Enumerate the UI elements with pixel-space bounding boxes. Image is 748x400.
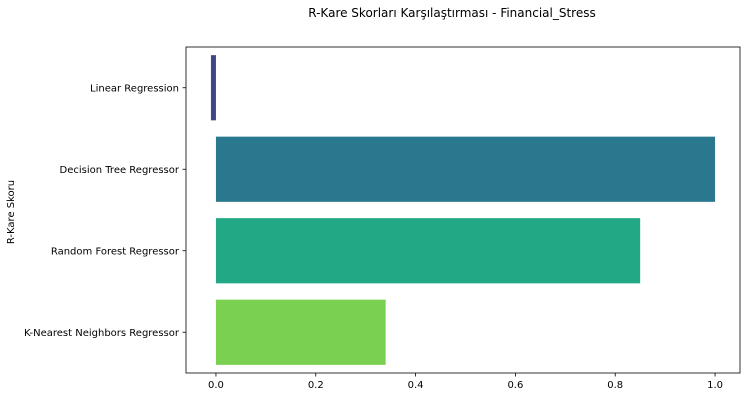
y-tick-label: Decision Tree Regressor xyxy=(60,165,180,176)
chart-title: R-Kare Skorları Karşılaştırması - Financ… xyxy=(308,6,596,20)
bars-layer xyxy=(210,55,716,365)
bar-k-nearest-neighbors-regressor xyxy=(215,299,386,365)
bar-random-forest-regressor xyxy=(215,218,641,284)
x-tick-label: 0.6 xyxy=(507,380,523,391)
x-tick-label: 0.4 xyxy=(408,380,424,391)
y-axis: Linear Regression Decision Tree Regressor… xyxy=(24,83,186,339)
plot-frame xyxy=(185,46,741,374)
y-tick-label: Linear Regression xyxy=(90,83,179,94)
x-tick-label: 0.2 xyxy=(308,380,324,391)
x-tick-label: 0.0 xyxy=(208,380,224,391)
x-tick-label: 0.8 xyxy=(607,380,623,391)
bar-decision-tree-regressor xyxy=(215,136,716,202)
x-axis: 0.0 0.2 0.4 0.6 0.8 1.0 xyxy=(208,373,723,391)
x-tick-label: 1.0 xyxy=(707,380,723,391)
y-axis-title: R-Kare Skoru xyxy=(6,180,17,244)
y-tick-label: K-Nearest Neighbors Regressor xyxy=(24,328,180,339)
y-tick-label: Random Forest Regressor xyxy=(51,246,180,257)
bar-linear-regression xyxy=(210,55,216,121)
